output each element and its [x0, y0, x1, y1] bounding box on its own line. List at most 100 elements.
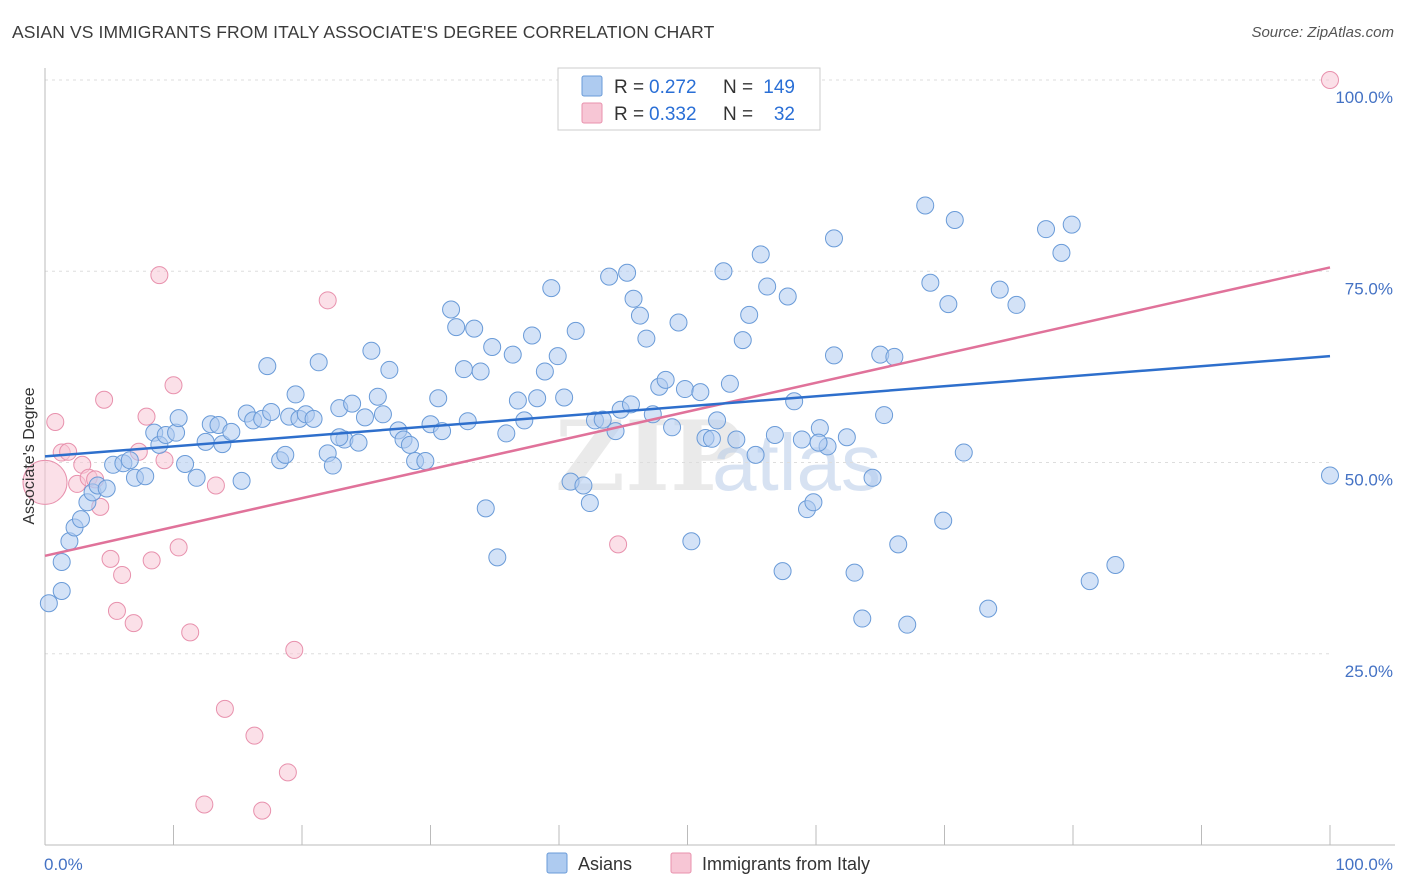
- italy-point-20: [169, 538, 188, 557]
- asian-point-130: [898, 615, 917, 634]
- asian-point-97: [675, 380, 694, 399]
- italy-point-17: [150, 266, 169, 285]
- asian-point-64: [465, 319, 484, 338]
- asian-point-148: [809, 433, 828, 452]
- legend-bottom-label-asians: Asians: [578, 854, 632, 874]
- italy-point-25: [245, 726, 264, 745]
- italy-point-27: [278, 763, 297, 782]
- trend-line-asians: [44, 354, 1331, 458]
- asian-point-39: [304, 409, 323, 428]
- asian-point-145: [1321, 466, 1339, 485]
- asian-point-106: [733, 331, 752, 350]
- asian-point-147: [621, 395, 640, 414]
- asian-point-109: [751, 245, 770, 264]
- y-tick-label-3: 100.0%: [1335, 88, 1393, 107]
- italy-point-21: [181, 623, 200, 642]
- asian-point-69: [497, 424, 516, 443]
- asian-point-82: [580, 494, 599, 513]
- italy-point-12: [107, 601, 126, 620]
- asian-point-88: [618, 263, 637, 282]
- italy-point-3: [59, 442, 78, 461]
- asian-point-61: [447, 318, 466, 337]
- italy-point-19: [164, 376, 183, 395]
- italy-point-29: [318, 291, 337, 310]
- asian-point-136: [954, 443, 973, 462]
- legend-bottom-swatch-italy: [670, 852, 692, 874]
- asian-point-84: [593, 410, 612, 429]
- asian-point-46: [349, 433, 368, 452]
- asian-point-40: [309, 353, 328, 372]
- asian-point-50: [373, 405, 392, 424]
- italy-point-15: [137, 407, 156, 426]
- asian-point-127: [875, 406, 894, 425]
- asian-point-13: [120, 451, 139, 470]
- asian-point-121: [824, 346, 843, 365]
- asian-point-47: [355, 408, 374, 427]
- italy-point-30: [609, 535, 628, 554]
- asian-point-34: [276, 445, 295, 464]
- asian-point-27: [232, 471, 251, 490]
- asian-point-135: [945, 210, 964, 229]
- asian-point-71: [508, 391, 527, 410]
- asian-point-70: [503, 345, 522, 364]
- grid-lines: [45, 79, 1330, 655]
- asian-point-5: [71, 510, 90, 529]
- asian-point-117: [804, 493, 823, 512]
- asian-point-103: [714, 262, 733, 281]
- y-tick-labels: 25.0% 50.0% 75.0% 100.0%: [1335, 88, 1393, 681]
- italy-point-16: [142, 551, 161, 570]
- asian-point-85: [600, 267, 619, 286]
- asian-point-66: [476, 499, 495, 518]
- italy-point-22: [195, 795, 214, 814]
- asian-points: [39, 196, 1339, 634]
- legend-swatch-asians: [581, 75, 603, 97]
- legend-r-value-italy: 0.332: [649, 104, 697, 125]
- x-tick-labels: 0.0% 100.0%: [44, 855, 1393, 874]
- asian-point-9: [97, 479, 116, 498]
- y-tick-label-2: 75.0%: [1345, 279, 1393, 298]
- asian-point-68: [488, 548, 507, 567]
- asian-point-36: [286, 385, 305, 404]
- asian-point-132: [921, 273, 940, 292]
- italy-point-18: [155, 451, 174, 470]
- asian-point-115: [792, 430, 811, 449]
- axes: [44, 68, 1395, 846]
- asian-point-125: [863, 468, 882, 487]
- asian-point-75: [535, 362, 554, 381]
- asian-point-58: [429, 389, 448, 408]
- asian-point-32: [262, 403, 281, 422]
- legend-r-label-asians: R =: [614, 77, 644, 98]
- asian-point-146: [330, 428, 349, 447]
- legend-r-label-italy: R =: [614, 104, 644, 125]
- asian-point-0: [39, 594, 58, 613]
- asian-point-123: [845, 563, 864, 582]
- asian-point-62: [454, 360, 473, 379]
- italy-point-0: [22, 459, 68, 505]
- asian-point-80: [566, 321, 585, 340]
- asian-point-14: [136, 467, 155, 486]
- asian-point-105: [727, 430, 746, 449]
- asian-point-26: [222, 422, 241, 441]
- asian-point-131: [916, 196, 935, 215]
- asian-point-140: [1037, 220, 1056, 239]
- legend-n-label-italy: N =: [723, 104, 753, 125]
- asian-point-108: [746, 445, 765, 464]
- asian-point-1: [52, 582, 71, 601]
- y-tick-label-0: 25.0%: [1345, 662, 1393, 681]
- asian-point-114: [785, 392, 804, 411]
- legend-top: R = 0.272 N = 149 R = 0.332 N = 32: [557, 67, 821, 131]
- asian-point-78: [555, 388, 574, 407]
- trend-line-italy: [44, 266, 1331, 558]
- italy-point-9: [95, 390, 114, 409]
- italy-point-23: [206, 476, 225, 495]
- asian-point-81: [574, 476, 593, 495]
- asian-point-77: [548, 347, 567, 366]
- asian-point-95: [663, 418, 682, 437]
- asian-point-139: [1007, 295, 1026, 314]
- chart-title: ASIAN VS IMMIGRANTS FROM ITALY ASSOCIATE…: [12, 22, 715, 42]
- asian-point-120: [824, 229, 843, 248]
- asian-point-104: [720, 374, 739, 393]
- asian-point-144: [1106, 556, 1125, 575]
- y-axis-title: Associate's Degree: [21, 387, 38, 524]
